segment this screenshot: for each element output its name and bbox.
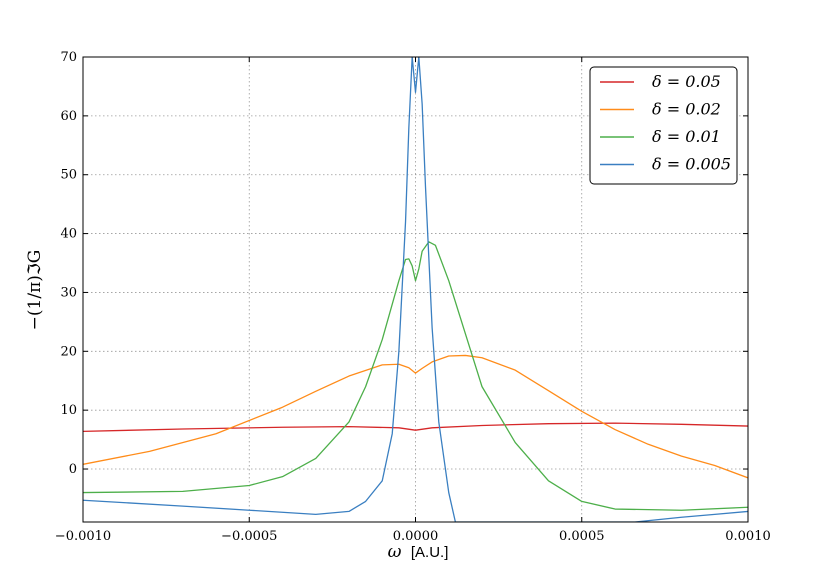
series-line-1 bbox=[83, 422, 748, 432]
legend-box bbox=[589, 66, 738, 185]
y-tick-label: 60 bbox=[60, 109, 77, 124]
y-tick-label: 0 bbox=[69, 462, 77, 477]
tick-labels: −0.0010 −0.0005 0.0000 0.0005 0.0010 0 10 20 30 4… bbox=[55, 50, 771, 544]
legend-label: δ = 0.05 bbox=[652, 72, 721, 91]
x-tick-label: −0.0005 bbox=[221, 529, 277, 544]
legend-label: δ = 0.01 bbox=[652, 127, 721, 146]
legend-label: δ = 0.02 bbox=[652, 100, 721, 119]
legend-label: δ = 0.005 bbox=[652, 155, 731, 174]
x-tick-label: −0.0010 bbox=[55, 529, 111, 544]
series-line-4 bbox=[83, 57, 748, 522]
y-tick-label: 30 bbox=[60, 285, 77, 300]
series-line-2 bbox=[83, 354, 748, 479]
x-tick-label: 0.0000 bbox=[393, 529, 439, 544]
x-axis-symbol: ω bbox=[388, 542, 402, 562]
ticks bbox=[82, 56, 749, 522]
y-tick-label: 20 bbox=[60, 344, 77, 359]
y-axis-label: −(1/π)ℑG bbox=[25, 250, 45, 331]
y-tick-label: 10 bbox=[60, 403, 77, 418]
x-axis-units: [A.U.] bbox=[411, 544, 449, 561]
y-tick-label: 70 bbox=[60, 50, 77, 65]
legend: δ = 0.05 δ = 0.02 δ = 0.01 δ = 0.005 bbox=[589, 66, 738, 185]
x-tick-label: 0.0010 bbox=[725, 529, 771, 544]
series-line-3 bbox=[83, 241, 748, 511]
x-axis-label: ω [A.U.] bbox=[388, 542, 449, 562]
y-tick-label: 40 bbox=[60, 227, 77, 242]
x-tick-label: 0.0005 bbox=[559, 529, 605, 544]
series-layer bbox=[83, 57, 748, 522]
y-tick-label: 50 bbox=[60, 168, 77, 183]
